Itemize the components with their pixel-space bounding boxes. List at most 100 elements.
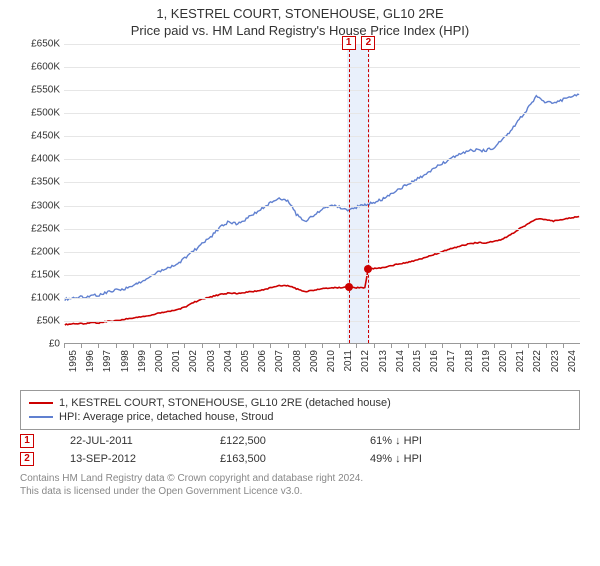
x-tick-label: 2023 <box>550 350 561 372</box>
y-tick-label: £600K <box>31 62 60 73</box>
sale-marker-box: 1 <box>342 36 356 50</box>
x-tick-mark <box>236 344 237 348</box>
sale-marker: 2 <box>20 452 34 466</box>
x-tick-label: 2004 <box>223 350 234 372</box>
figure-container: 1, KESTREL COURT, STONEHOUSE, GL10 2RE P… <box>0 6 600 566</box>
plot-area: 12 <box>64 44 580 344</box>
x-tick-mark <box>133 344 134 348</box>
x-tick-label: 2022 <box>532 350 543 372</box>
y-tick-label: £100K <box>31 292 60 303</box>
x-tick-mark <box>202 344 203 348</box>
table-row: 2 13-SEP-2012 £163,500 49% ↓ HPI <box>20 452 580 466</box>
gridline <box>64 136 580 137</box>
x-tick-mark <box>98 344 99 348</box>
gridline <box>64 90 580 91</box>
gridline <box>64 229 580 230</box>
x-tick-mark <box>150 344 151 348</box>
x-tick-mark <box>253 344 254 348</box>
x-tick-label: 2000 <box>154 350 165 372</box>
x-tick-label: 2010 <box>326 350 337 372</box>
x-tick-label: 2012 <box>360 350 371 372</box>
sale-pct: 61% ↓ HPI <box>370 435 520 447</box>
x-tick-label: 2013 <box>378 350 389 372</box>
x-tick-label: 2018 <box>464 350 475 372</box>
chart-subtitle: Price paid vs. HM Land Registry's House … <box>0 23 600 38</box>
x-tick-mark <box>64 344 65 348</box>
sale-date: 13-SEP-2012 <box>70 453 220 465</box>
x-tick-label: 2014 <box>395 350 406 372</box>
sale-dot <box>364 265 372 273</box>
y-tick-label: £350K <box>31 177 60 188</box>
x-tick-label: 2011 <box>343 350 354 372</box>
legend-label: 1, KESTREL COURT, STONEHOUSE, GL10 2RE (… <box>59 397 391 409</box>
x-tick-mark <box>563 344 564 348</box>
y-tick-label: £50K <box>37 315 60 326</box>
x-tick-mark <box>116 344 117 348</box>
y-tick-label: £0 <box>49 339 60 350</box>
x-tick-mark <box>408 344 409 348</box>
sale-marker-box: 2 <box>361 36 375 50</box>
x-tick-label: 1998 <box>120 350 131 372</box>
y-tick-label: £400K <box>31 154 60 165</box>
footnote-line: Contains HM Land Registry data © Crown c… <box>20 472 580 485</box>
x-tick-label: 2003 <box>206 350 217 372</box>
legend-swatch <box>29 402 53 404</box>
gridline <box>64 44 580 45</box>
gridline <box>64 298 580 299</box>
x-tick-mark <box>184 344 185 348</box>
x-tick-label: 1997 <box>102 350 113 372</box>
x-tick-label: 2009 <box>309 350 320 372</box>
chart-area: £0£50K£100K£150K£200K£250K£300K£350K£400… <box>20 44 580 384</box>
footnote-line: This data is licensed under the Open Gov… <box>20 485 580 498</box>
x-tick-mark <box>81 344 82 348</box>
x-tick-mark <box>219 344 220 348</box>
table-row: 1 22-JUL-2011 £122,500 61% ↓ HPI <box>20 434 580 448</box>
x-tick-label: 2008 <box>292 350 303 372</box>
gridline <box>64 182 580 183</box>
x-tick-mark <box>528 344 529 348</box>
y-tick-label: £650K <box>31 39 60 50</box>
gridline <box>64 67 580 68</box>
x-tick-mark <box>460 344 461 348</box>
gridline <box>64 252 580 253</box>
x-tick-mark <box>477 344 478 348</box>
x-tick-label: 2015 <box>412 350 423 372</box>
sale-date: 22-JUL-2011 <box>70 435 220 447</box>
x-tick-mark <box>322 344 323 348</box>
series-line-hpi <box>65 94 579 301</box>
sale-vline <box>368 44 369 343</box>
series-line-price_paid <box>65 217 579 326</box>
legend-swatch <box>29 416 53 418</box>
x-tick-label: 2020 <box>498 350 509 372</box>
sale-vline <box>349 44 350 343</box>
x-tick-label: 2002 <box>188 350 199 372</box>
x-tick-mark <box>425 344 426 348</box>
x-tick-label: 2019 <box>481 350 492 372</box>
x-tick-mark <box>270 344 271 348</box>
x-tick-label: 2016 <box>429 350 440 372</box>
x-tick-mark <box>167 344 168 348</box>
x-tick-label: 2017 <box>446 350 457 372</box>
x-axis: 1995199619971998199920002001200220032004… <box>64 344 580 384</box>
chart-title: 1, KESTREL COURT, STONEHOUSE, GL10 2RE <box>0 6 600 21</box>
x-tick-label: 1996 <box>85 350 96 372</box>
x-tick-mark <box>356 344 357 348</box>
x-tick-mark <box>305 344 306 348</box>
x-tick-mark <box>546 344 547 348</box>
x-tick-label: 2024 <box>567 350 578 372</box>
x-tick-label: 2006 <box>257 350 268 372</box>
x-tick-label: 1995 <box>68 350 79 372</box>
gridline <box>64 113 580 114</box>
gridline <box>64 159 580 160</box>
footnote: Contains HM Land Registry data © Crown c… <box>20 472 580 498</box>
legend: 1, KESTREL COURT, STONEHOUSE, GL10 2RE (… <box>20 390 580 430</box>
y-axis: £0£50K£100K£150K£200K£250K£300K£350K£400… <box>20 44 64 344</box>
x-tick-label: 2005 <box>240 350 251 372</box>
y-tick-label: £150K <box>31 269 60 280</box>
x-tick-label: 2001 <box>171 350 182 372</box>
sale-price: £122,500 <box>220 435 370 447</box>
y-tick-label: £200K <box>31 246 60 257</box>
legend-item: 1, KESTREL COURT, STONEHOUSE, GL10 2RE (… <box>29 397 571 409</box>
gridline <box>64 206 580 207</box>
gridline <box>64 321 580 322</box>
